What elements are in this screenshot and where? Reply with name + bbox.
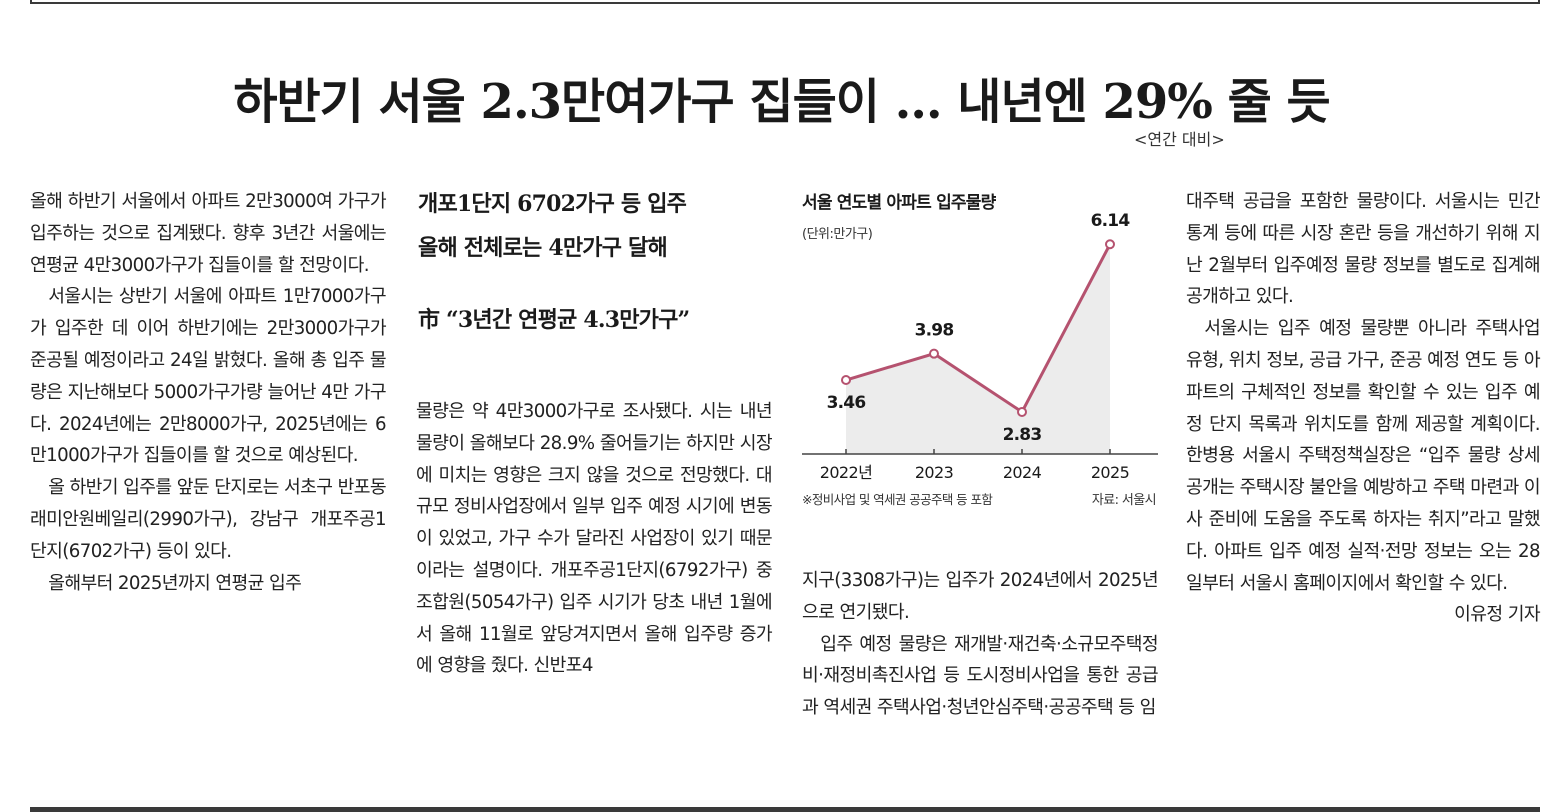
chart-data-point	[1105, 239, 1115, 250]
byline: 이유정 기자	[1454, 604, 1540, 626]
chart-area-fill	[846, 244, 1110, 454]
chart-data-label: 3.98	[915, 321, 954, 341]
paragraph: 지구(3308가구)는 입주가 2024년에서 2025년으로 연기됐다.	[802, 570, 1159, 623]
chart-title: 서울 연도별 아파트 입주물량	[802, 193, 997, 213]
paragraph-text: 서울시는 입주 예정 물량뿐 아니라 주택사업 유형, 위치 정보, 공급 가구…	[1186, 318, 1541, 594]
chart-svg: 서울 연도별 아파트 입주물량 (단위:만가구) 3.46 2022년 3.98 20…	[802, 193, 1158, 508]
paragraph: 서울시는 상반기 서울에 아파트 1만7000가구가 입주한 데 이어 하반기에…	[30, 286, 387, 467]
chart-x-tick-label: 2022년	[820, 463, 872, 482]
subhead-2: 올해 전체로는 4만가구 달해	[418, 235, 668, 261]
chart-source: 자료: 서울시	[1092, 493, 1156, 508]
chart-data-label: 2.83	[1003, 425, 1042, 445]
paragraph: 올 하반기 입주를 앞둔 단지로는 서초구 반포동 래미안원베일리(2990가구…	[30, 477, 387, 562]
chart-x-tick-label: 2023	[915, 463, 953, 482]
subhead-1: 개포1단지 6702가구 등 입주	[418, 191, 687, 217]
chart-data-point	[929, 348, 939, 359]
paragraph: 서울시는 입주 예정 물량뿐 아니라 주택사업 유형, 위치 정보, 공급 가구…	[1186, 313, 1541, 625]
chart-series-line	[845, 243, 1112, 415]
chart-data-label: 3.46	[827, 393, 866, 413]
chart-data-point	[841, 375, 851, 386]
chart-x-tick-label: 2025	[1091, 463, 1129, 482]
chart-footnote: ※정비사업 및 역세권 공공주택 등 포함	[802, 492, 993, 507]
article-column-4: 대주택 공급을 포함한 물량이다. 서울시는 민간 통계 등에 따른 시장 혼란…	[1186, 186, 1541, 631]
chart-data-label: 6.14	[1091, 211, 1131, 231]
article-column-2: 물량은 약 4만3000가구로 조사됐다. 시는 내년 물량이 올해보다 28.…	[416, 396, 773, 682]
article-column-3: 지구(3308가구)는 입주가 2024년에서 2025년으로 연기됐다. 입주…	[802, 565, 1159, 724]
paragraph: 입주 예정 물량은 재개발·재건축·소규모주택정비·재정비촉진사업 등 도시정비…	[802, 633, 1159, 719]
headline: 하반기 서울 2.3만여가구 집들이 … 내년엔 29% 줄 듯	[233, 74, 1330, 130]
paragraph: 올해 하반기 서울에서 아파트 2만3000여 가구가 입주하는 것으로 집계됐…	[30, 191, 387, 276]
chart-data-point	[1017, 406, 1027, 417]
paragraph: 올해부터 2025년까지 연평균 입주	[48, 572, 302, 594]
article-column-1: 올해 하반기 서울에서 아파트 2만3000여 가구가 입주하는 것으로 집계됐…	[30, 186, 387, 599]
chart-x-tick-label: 2024	[1003, 463, 1042, 482]
paragraph: 대주택 공급을 포함한 물량이다. 서울시는 민간 통계 등에 따른 시장 혼란…	[1186, 191, 1541, 308]
chart-unit: (단위:만가구)	[802, 227, 872, 242]
subhead-3: 市 “3년간 연평균 4.3만가구”	[418, 307, 690, 333]
chart-note: <연간 대비>	[1134, 130, 1225, 149]
paragraph: 물량은 약 4만3000가구로 조사됐다. 시는 내년 물량이 올해보다 28.…	[416, 401, 773, 677]
bottom-rule	[30, 807, 1540, 812]
chart: 서울 연도별 아파트 입주물량 (단위:만가구) 3.46 2022년 3.98 20…	[796, 186, 1166, 516]
top-frame-border	[30, 0, 1540, 4]
